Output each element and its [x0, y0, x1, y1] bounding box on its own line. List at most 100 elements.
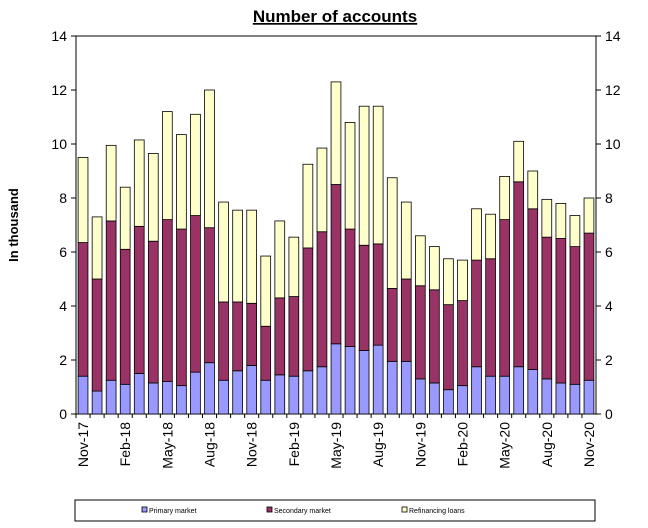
bar-segment-refinancing — [119, 186, 131, 250]
bar-segment-secondary — [232, 301, 243, 372]
bar-segment-primary — [190, 371, 201, 415]
bar-segment-secondary — [555, 238, 567, 384]
bar-segment-refinancing — [190, 113, 201, 216]
bar-segment-primary — [583, 379, 595, 415]
x-tick-label: Aug-18 — [202, 422, 218, 467]
bar-segment-refinancing — [218, 201, 229, 303]
bar-segment-primary — [555, 382, 567, 415]
x-tick-label: May-19 — [328, 422, 344, 469]
bar-segment-refinancing — [330, 81, 342, 185]
bar-segment-secondary — [457, 300, 468, 387]
bar-segment-secondary — [288, 296, 300, 377]
bar-segment-primary — [204, 362, 215, 415]
bar-segment-secondary — [91, 278, 103, 392]
bar-segment-primary — [147, 382, 159, 415]
x-tick-label: Nov-18 — [244, 422, 260, 467]
bar-segment-refinancing — [133, 139, 145, 227]
bar-segment-refinancing — [471, 208, 482, 261]
legend-entry-label: Secondary market — [274, 508, 331, 515]
bar-segment-primary — [372, 344, 384, 415]
bar-segment-refinancing — [246, 209, 257, 304]
legend-entry-label: Primary market — [149, 508, 197, 515]
bar-segment-refinancing — [232, 209, 243, 303]
x-tick-label: Nov-20 — [581, 422, 597, 467]
bar-segment-secondary — [147, 240, 159, 384]
bar-segment-secondary — [302, 247, 314, 372]
bar-segment-primary — [471, 366, 482, 415]
bar-segment-secondary — [415, 285, 426, 380]
bar-segment-secondary — [218, 301, 229, 381]
bar-segment-refinancing — [400, 201, 412, 280]
bar-segment-refinancing — [77, 157, 89, 243]
bar-segment-primary — [569, 383, 581, 415]
y-tick-label-left: 14 — [51, 28, 67, 44]
bar-segment-refinancing — [372, 105, 384, 245]
bar-segment-primary — [176, 385, 187, 415]
x-tick-label: Aug-19 — [370, 422, 386, 467]
legend-swatch — [141, 506, 148, 513]
bar-segment-refinancing — [274, 220, 286, 299]
bar-segment-refinancing — [176, 134, 187, 230]
bar-segment-primary — [443, 389, 454, 415]
bar-segment-primary — [133, 373, 145, 415]
bar-segment-secondary — [162, 219, 173, 383]
y-tick-label-right: 14 — [605, 28, 621, 44]
y-tick-label-right: 0 — [605, 406, 613, 422]
legend-entry-label: Refinancing loans — [409, 508, 465, 515]
bar-segment-primary — [288, 375, 300, 415]
bar-segment-refinancing — [91, 216, 103, 280]
bar-segment-refinancing — [555, 202, 567, 239]
bar-segment-primary — [119, 383, 131, 415]
bar-segment-primary — [499, 375, 510, 415]
bar-segment-primary — [541, 378, 553, 415]
chart-title: Number of accounts — [253, 7, 417, 26]
bar-segment-secondary — [541, 236, 553, 380]
bar-segment-primary — [344, 346, 356, 415]
bar-segment-secondary — [386, 288, 398, 362]
bar-segment-primary — [400, 360, 412, 415]
bar-segment-primary — [274, 374, 286, 415]
bar-segment-secondary — [499, 219, 510, 377]
x-tick-label: Feb-18 — [117, 422, 133, 467]
bar-segment-secondary — [429, 289, 440, 384]
bar-segment-secondary — [485, 258, 496, 377]
legend-swatch — [266, 506, 273, 513]
bar-segment-secondary — [274, 297, 286, 376]
bar-segment-refinancing — [147, 153, 159, 242]
bar-segment-secondary — [204, 227, 215, 364]
bar-segment-primary — [260, 379, 272, 415]
bar-segment-primary — [246, 364, 257, 415]
bar-segment-primary — [330, 343, 342, 415]
bar-segment-refinancing — [386, 177, 398, 289]
bar-segment-refinancing — [485, 213, 496, 260]
bar-segment-refinancing — [513, 140, 525, 183]
y-tick-label-left: 8 — [59, 190, 67, 206]
bar-segment-primary — [162, 381, 173, 415]
bar-segment-primary — [316, 366, 328, 415]
bar-segment-refinancing — [344, 122, 356, 230]
bar-segment-refinancing — [415, 235, 426, 287]
y-tick-label-right: 10 — [605, 136, 621, 152]
bar-segment-primary — [485, 375, 496, 415]
bar-segment-primary — [232, 370, 243, 415]
bar-segment-secondary — [471, 259, 482, 368]
y-tick-label-left: 4 — [59, 298, 67, 314]
bar-segment-secondary — [105, 220, 117, 381]
bar-segment-primary — [415, 378, 426, 415]
y-tick-label-right: 2 — [605, 352, 613, 368]
x-tick-label: May-18 — [159, 422, 175, 469]
y-tick-label-right: 8 — [605, 190, 613, 206]
y-tick-label-left: 2 — [59, 352, 67, 368]
bar-segment-refinancing — [105, 144, 117, 222]
bar-segment-primary — [77, 375, 89, 415]
bar-segment-primary — [513, 366, 525, 415]
y-tick-label-left: 6 — [59, 244, 67, 260]
y-tick-label-left: 10 — [51, 136, 67, 152]
bar-segment-secondary — [260, 325, 272, 381]
bar-segment-secondary — [133, 225, 145, 374]
bar-segment-refinancing — [358, 105, 370, 246]
bar-segment-refinancing — [429, 246, 440, 291]
bar-segment-primary — [105, 379, 117, 415]
x-tick-label: Aug-20 — [539, 422, 555, 467]
